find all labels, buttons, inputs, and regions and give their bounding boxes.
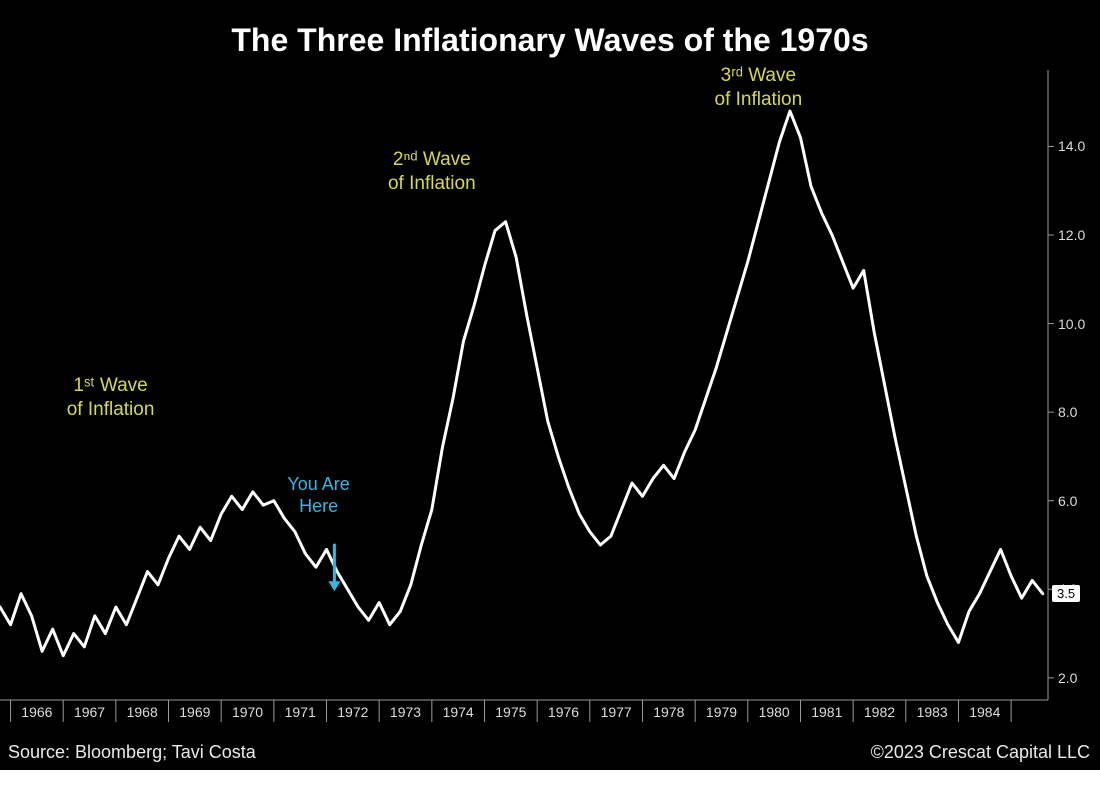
y-axis-tick-label: 10.0 [1058,316,1085,332]
annotation-you_are_here: You AreHere [249,473,389,518]
annotation-wave3: 3ʳᵈ Waveof Inflation [688,64,828,112]
x-axis-tick-label: 1966 [21,704,52,720]
annotation-wave2: 2ⁿᵈ Waveof Inflation [362,148,502,196]
annotation-line: 1ˢᵗ Wave [41,374,181,398]
copyright-text: ©2023 Crescat Capital LLC [871,742,1090,763]
x-axis-tick-label: 1969 [179,704,210,720]
y-axis-tick-label: 2.0 [1058,670,1077,686]
annotation-line: of Inflation [688,88,828,112]
x-axis-tick-label: 1974 [443,704,474,720]
annotation-line: 2ⁿᵈ Wave [362,148,502,172]
x-axis-tick-label: 1973 [390,704,421,720]
annotation-wave1: 1ˢᵗ Waveof Inflation [41,374,181,422]
annotation-line: of Inflation [362,172,502,196]
x-axis-tick-label: 1972 [337,704,368,720]
x-axis-tick-label: 1971 [285,704,316,720]
x-axis-tick-label: 1970 [232,704,263,720]
x-axis-tick-label: 1967 [74,704,105,720]
y-axis-tick-label: 14.0 [1058,138,1085,154]
y-axis-tick-label: 12.0 [1058,227,1085,243]
annotation-line: of Inflation [41,398,181,422]
annotation-line: You Are [249,473,389,496]
x-axis-tick-label: 1979 [706,704,737,720]
x-axis-tick-label: 1977 [601,704,632,720]
x-axis-tick-label: 1968 [127,704,158,720]
x-axis-tick-label: 1980 [759,704,790,720]
x-axis-tick-label: 1983 [917,704,948,720]
annotation-line: Here [249,495,389,518]
source-attribution: Source: Bloomberg; Tavi Costa [8,742,256,763]
x-axis-tick-label: 1975 [495,704,526,720]
x-axis-tick-label: 1978 [653,704,684,720]
annotation-line: 3ʳᵈ Wave [688,64,828,88]
y-axis-tick-label: 6.0 [1058,493,1077,509]
x-axis-tick-label: 1981 [811,704,842,720]
x-axis-tick-label: 1976 [548,704,579,720]
x-axis-tick-label: 1982 [864,704,895,720]
y-axis-tick-label: 8.0 [1058,404,1077,420]
x-axis-tick-label: 1984 [969,704,1000,720]
current-value-tag: 3.5 [1052,585,1080,602]
chart-frame: The Three Inflationary Waves of the 1970… [0,0,1100,785]
